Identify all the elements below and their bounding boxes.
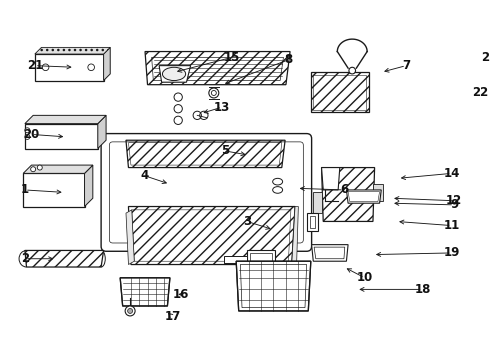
- Polygon shape: [126, 210, 134, 265]
- Text: 19: 19: [443, 247, 460, 260]
- Circle shape: [211, 90, 216, 95]
- Circle shape: [349, 67, 356, 74]
- Text: 6: 6: [340, 184, 348, 197]
- Text: 16: 16: [172, 288, 189, 301]
- Text: 22: 22: [472, 86, 489, 99]
- Polygon shape: [311, 72, 369, 112]
- Polygon shape: [236, 261, 311, 311]
- Polygon shape: [126, 140, 285, 167]
- Text: 14: 14: [443, 167, 460, 180]
- Polygon shape: [35, 54, 103, 81]
- Polygon shape: [35, 48, 110, 54]
- Polygon shape: [224, 256, 247, 263]
- Text: 3: 3: [243, 215, 251, 228]
- Polygon shape: [373, 184, 383, 201]
- Text: 21: 21: [26, 59, 43, 72]
- Text: 17: 17: [164, 310, 180, 323]
- Text: 8: 8: [284, 53, 293, 66]
- Text: 1: 1: [21, 184, 29, 197]
- Text: 20: 20: [24, 128, 40, 141]
- Text: 5: 5: [221, 144, 229, 157]
- Polygon shape: [128, 207, 295, 265]
- Circle shape: [125, 306, 135, 316]
- Polygon shape: [145, 51, 290, 85]
- Polygon shape: [313, 193, 321, 213]
- Polygon shape: [98, 115, 106, 149]
- Text: 4: 4: [141, 169, 149, 183]
- Polygon shape: [23, 165, 93, 174]
- Text: 10: 10: [357, 271, 373, 284]
- Polygon shape: [321, 167, 375, 221]
- Polygon shape: [346, 190, 381, 203]
- Circle shape: [25, 134, 30, 139]
- Ellipse shape: [163, 67, 186, 81]
- Polygon shape: [292, 207, 298, 265]
- Polygon shape: [23, 174, 85, 207]
- Circle shape: [209, 88, 219, 98]
- Polygon shape: [85, 165, 93, 207]
- Text: 11: 11: [443, 219, 460, 232]
- Polygon shape: [307, 213, 318, 231]
- Text: 12: 12: [446, 194, 462, 207]
- Circle shape: [127, 309, 133, 314]
- Text: 13: 13: [214, 100, 230, 113]
- Polygon shape: [25, 123, 98, 149]
- Polygon shape: [247, 249, 275, 270]
- Text: 2: 2: [21, 252, 29, 265]
- Text: 18: 18: [415, 283, 431, 296]
- Text: 23: 23: [481, 51, 490, 64]
- Circle shape: [31, 167, 36, 172]
- Polygon shape: [120, 278, 170, 306]
- Text: 7: 7: [402, 59, 410, 72]
- Text: 9: 9: [450, 198, 458, 211]
- Polygon shape: [159, 66, 191, 82]
- Circle shape: [37, 165, 42, 170]
- Polygon shape: [321, 167, 340, 190]
- Polygon shape: [312, 245, 348, 261]
- Polygon shape: [103, 48, 110, 81]
- Polygon shape: [25, 115, 106, 123]
- Circle shape: [25, 128, 30, 133]
- Polygon shape: [25, 251, 103, 267]
- Text: 15: 15: [224, 51, 240, 64]
